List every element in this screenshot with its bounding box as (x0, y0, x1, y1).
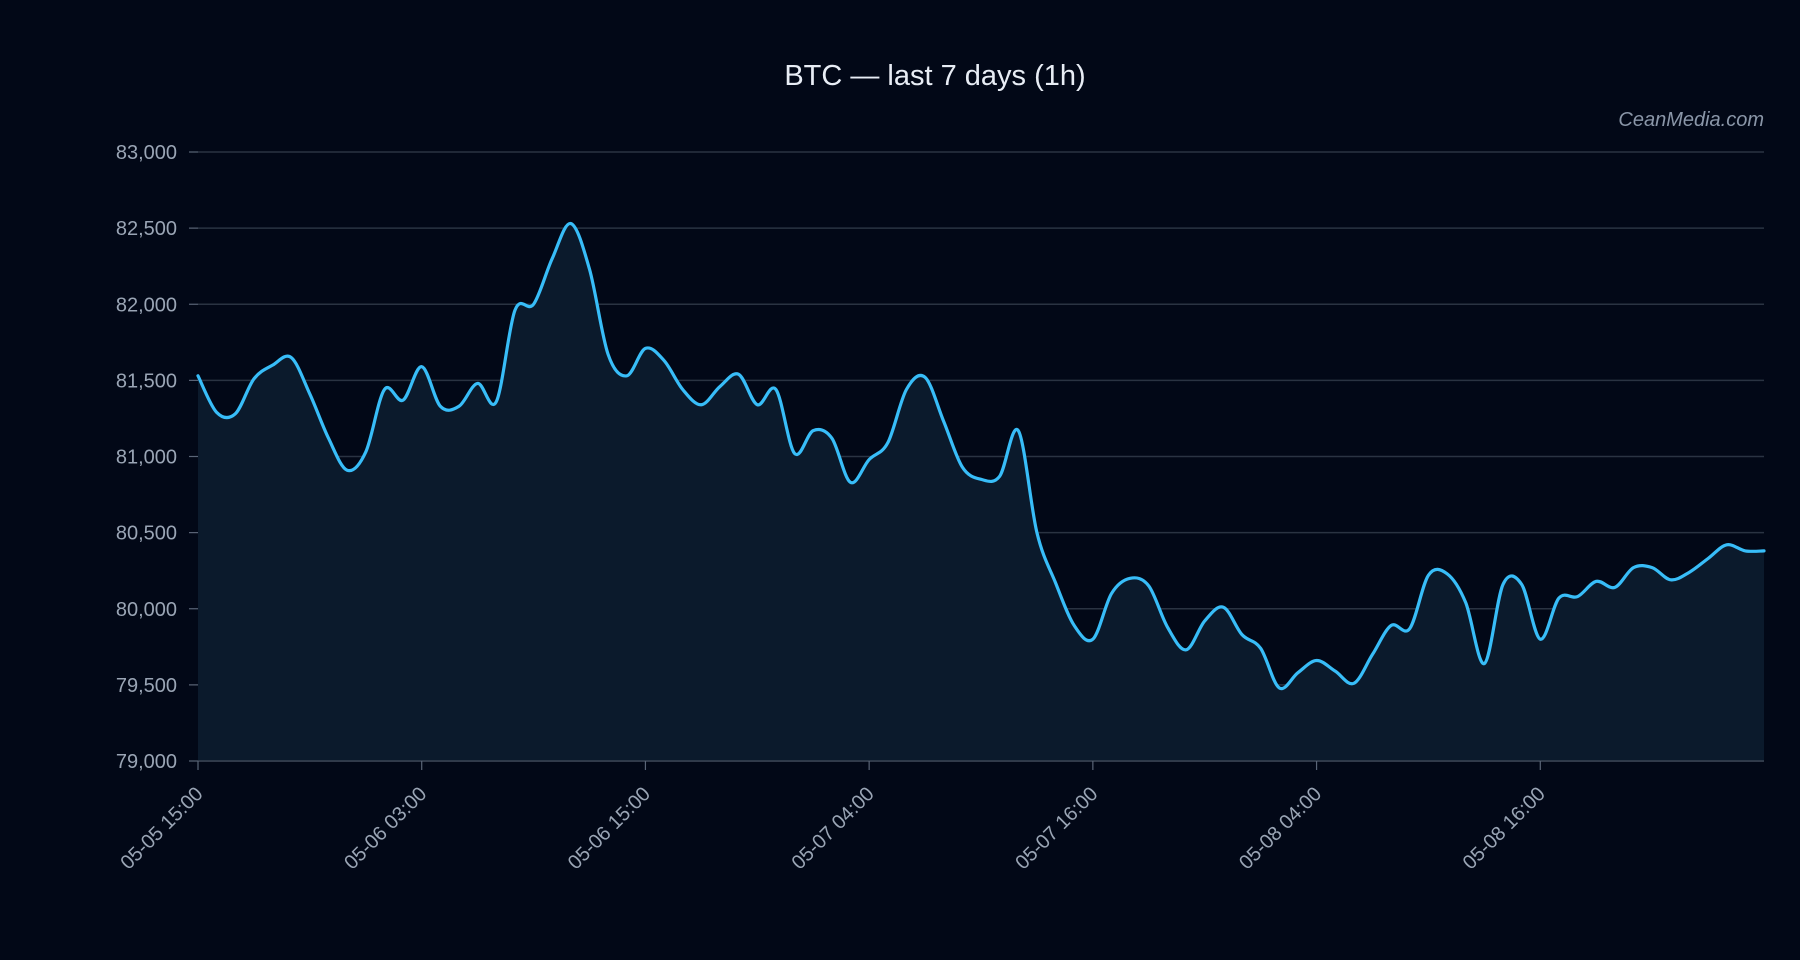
y-tick-label: 79,000 (116, 751, 177, 773)
x-tick-label: 05-07 16:00 (1011, 783, 1102, 874)
y-tick-label: 79,500 (116, 675, 177, 697)
chart-title: BTC — last 7 days (1h) (784, 60, 1085, 92)
price-area-fill (198, 223, 1764, 762)
x-tick-label: 05-06 03:00 (340, 783, 431, 874)
x-tick-label: 05-07 04:00 (788, 783, 879, 874)
y-tick-label: 81,000 (116, 447, 177, 469)
x-tick-label: 05-08 16:00 (1459, 783, 1550, 874)
x-tick-label: 05-08 04:00 (1235, 783, 1326, 874)
y-tick-label: 80,500 (116, 523, 177, 545)
x-tick-label: 05-05 15:00 (116, 783, 207, 874)
price-area (198, 223, 1764, 762)
y-tick-label: 80,000 (116, 599, 177, 621)
x-tick-label: 05-06 15:00 (564, 783, 655, 874)
y-axis: 79,000 79,500 80,000 80,500 81,000 81,500 82,0… (116, 142, 198, 773)
watermark: CeanMedia.com (1618, 109, 1764, 131)
y-tick-label: 82,000 (116, 294, 177, 316)
y-tick-label: 82,500 (116, 218, 177, 240)
price-line (196, 221, 1766, 691)
y-tick-label: 83,000 (116, 142, 177, 164)
x-axis: 05-05 15:00 05-06 03:00 05-06 15:00 05-07 0… (116, 760, 1764, 874)
y-tick-label: 81,500 (116, 370, 177, 392)
price-line-group (196, 221, 1766, 691)
